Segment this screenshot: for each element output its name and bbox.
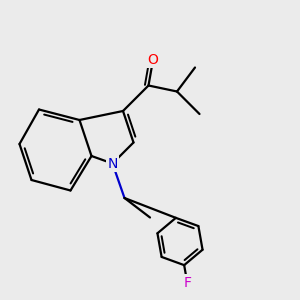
- Text: F: F: [183, 276, 191, 290]
- Text: O: O: [148, 53, 158, 67]
- Text: N: N: [107, 157, 118, 170]
